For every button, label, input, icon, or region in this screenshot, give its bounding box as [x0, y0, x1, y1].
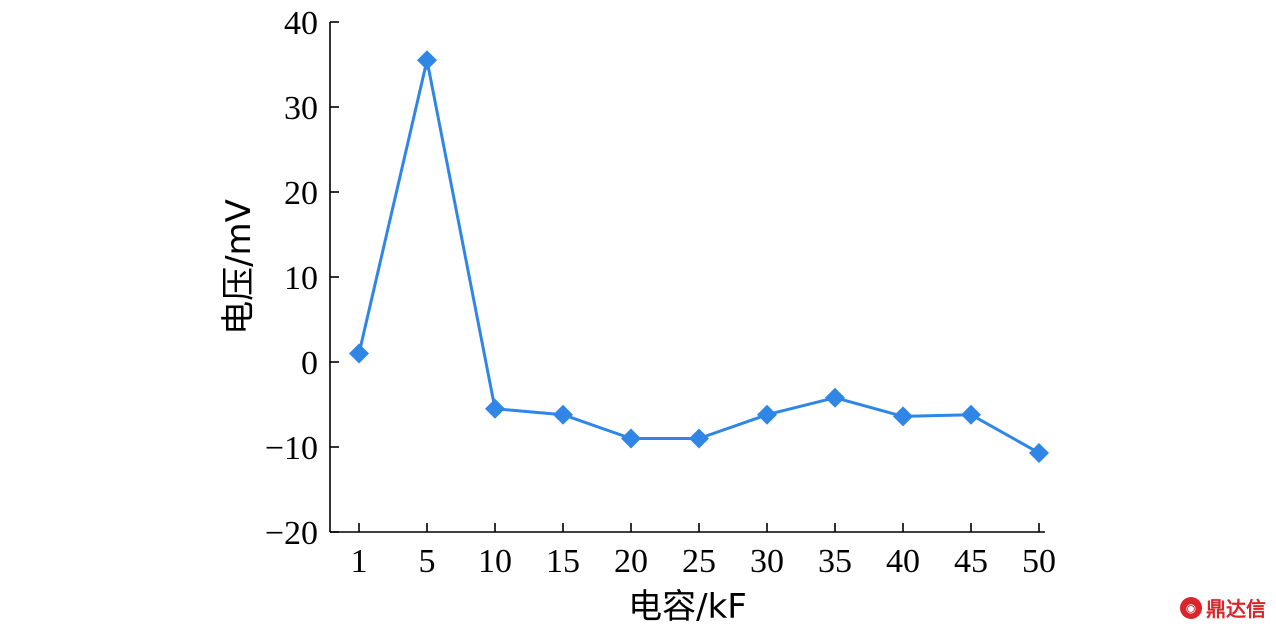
data-point-marker — [757, 404, 777, 425]
y-tick-label: 40 — [284, 5, 318, 42]
y-tick-label: 20 — [284, 175, 318, 212]
data-point-marker — [689, 428, 709, 449]
x-tick-label: 50 — [1022, 543, 1056, 580]
y-tick-label: 0 — [301, 345, 318, 382]
x-tick-label: 45 — [954, 543, 988, 580]
x-tick-label: 10 — [478, 543, 512, 580]
x-tick-label: 15 — [546, 543, 580, 580]
x-tick-label: 40 — [886, 543, 920, 580]
x-tick-label: 25 — [682, 543, 716, 580]
data-point-marker — [349, 343, 369, 364]
x-tick-label: 5 — [419, 543, 436, 580]
data-point-marker — [1029, 442, 1049, 463]
data-point-marker — [417, 50, 437, 71]
y-ticks: −20 −10 0 10 20 30 40 — [265, 5, 339, 552]
y-tick-label: 10 — [284, 260, 318, 297]
y-axis-title: 电压/mV — [219, 199, 259, 335]
x-tick-label: 35 — [818, 543, 852, 580]
axes — [329, 22, 1045, 533]
watermark: ◉ 鼎达信 — [1180, 593, 1266, 622]
y-tick-label: 30 — [284, 90, 318, 127]
x-ticks: 1 5 10 15 20 25 30 35 40 45 50 — [351, 523, 1056, 580]
y-tick-label: −10 — [265, 430, 318, 467]
watermark-text: 鼎达信 — [1206, 597, 1266, 621]
data-point-marker — [485, 398, 505, 419]
x-axis-title: 电容/kF — [628, 587, 747, 627]
data-point-marker — [621, 428, 641, 449]
data-point-marker — [825, 387, 845, 408]
x-tick-label: 30 — [750, 543, 784, 580]
x-tick-label: 20 — [614, 543, 648, 580]
data-point-marker — [961, 404, 981, 425]
y-tick-label: −20 — [265, 515, 318, 552]
watermark-logo-icon: ◉ — [1180, 596, 1202, 619]
series-line — [357, 58, 1040, 455]
data-point-marker — [893, 406, 913, 427]
series — [349, 50, 1049, 463]
data-point-marker — [553, 404, 573, 425]
x-tick-label: 1 — [351, 543, 368, 580]
